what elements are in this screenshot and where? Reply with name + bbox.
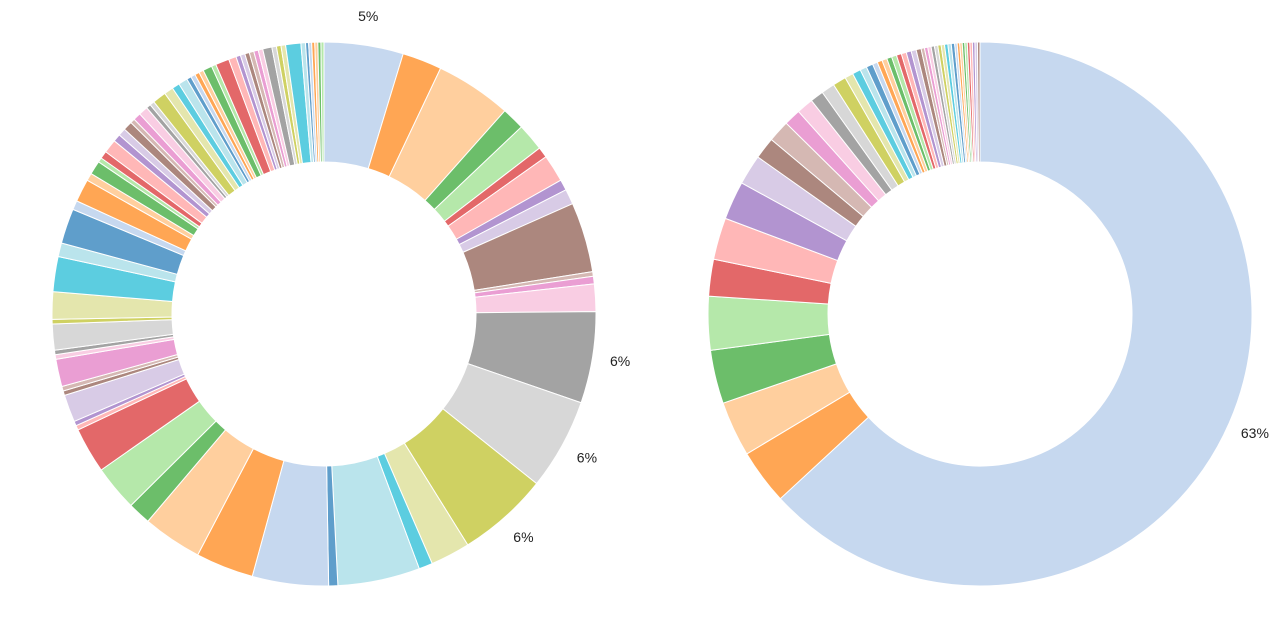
right-donut-chart: 63%: [707, 41, 1269, 587]
slice-percent-label: 5%: [358, 8, 378, 24]
pie-slice: [779, 41, 1253, 587]
slice-percent-label: 6%: [610, 353, 630, 369]
pie-slice: [320, 41, 325, 163]
slice-percent-label: 6%: [513, 529, 533, 545]
slice-percent-label: 6%: [577, 449, 597, 465]
slice-percent-label: 63%: [1241, 425, 1269, 441]
pie-slice: [976, 41, 981, 163]
left-donut-chart: 5% 6% 6% 6%: [51, 8, 630, 587]
